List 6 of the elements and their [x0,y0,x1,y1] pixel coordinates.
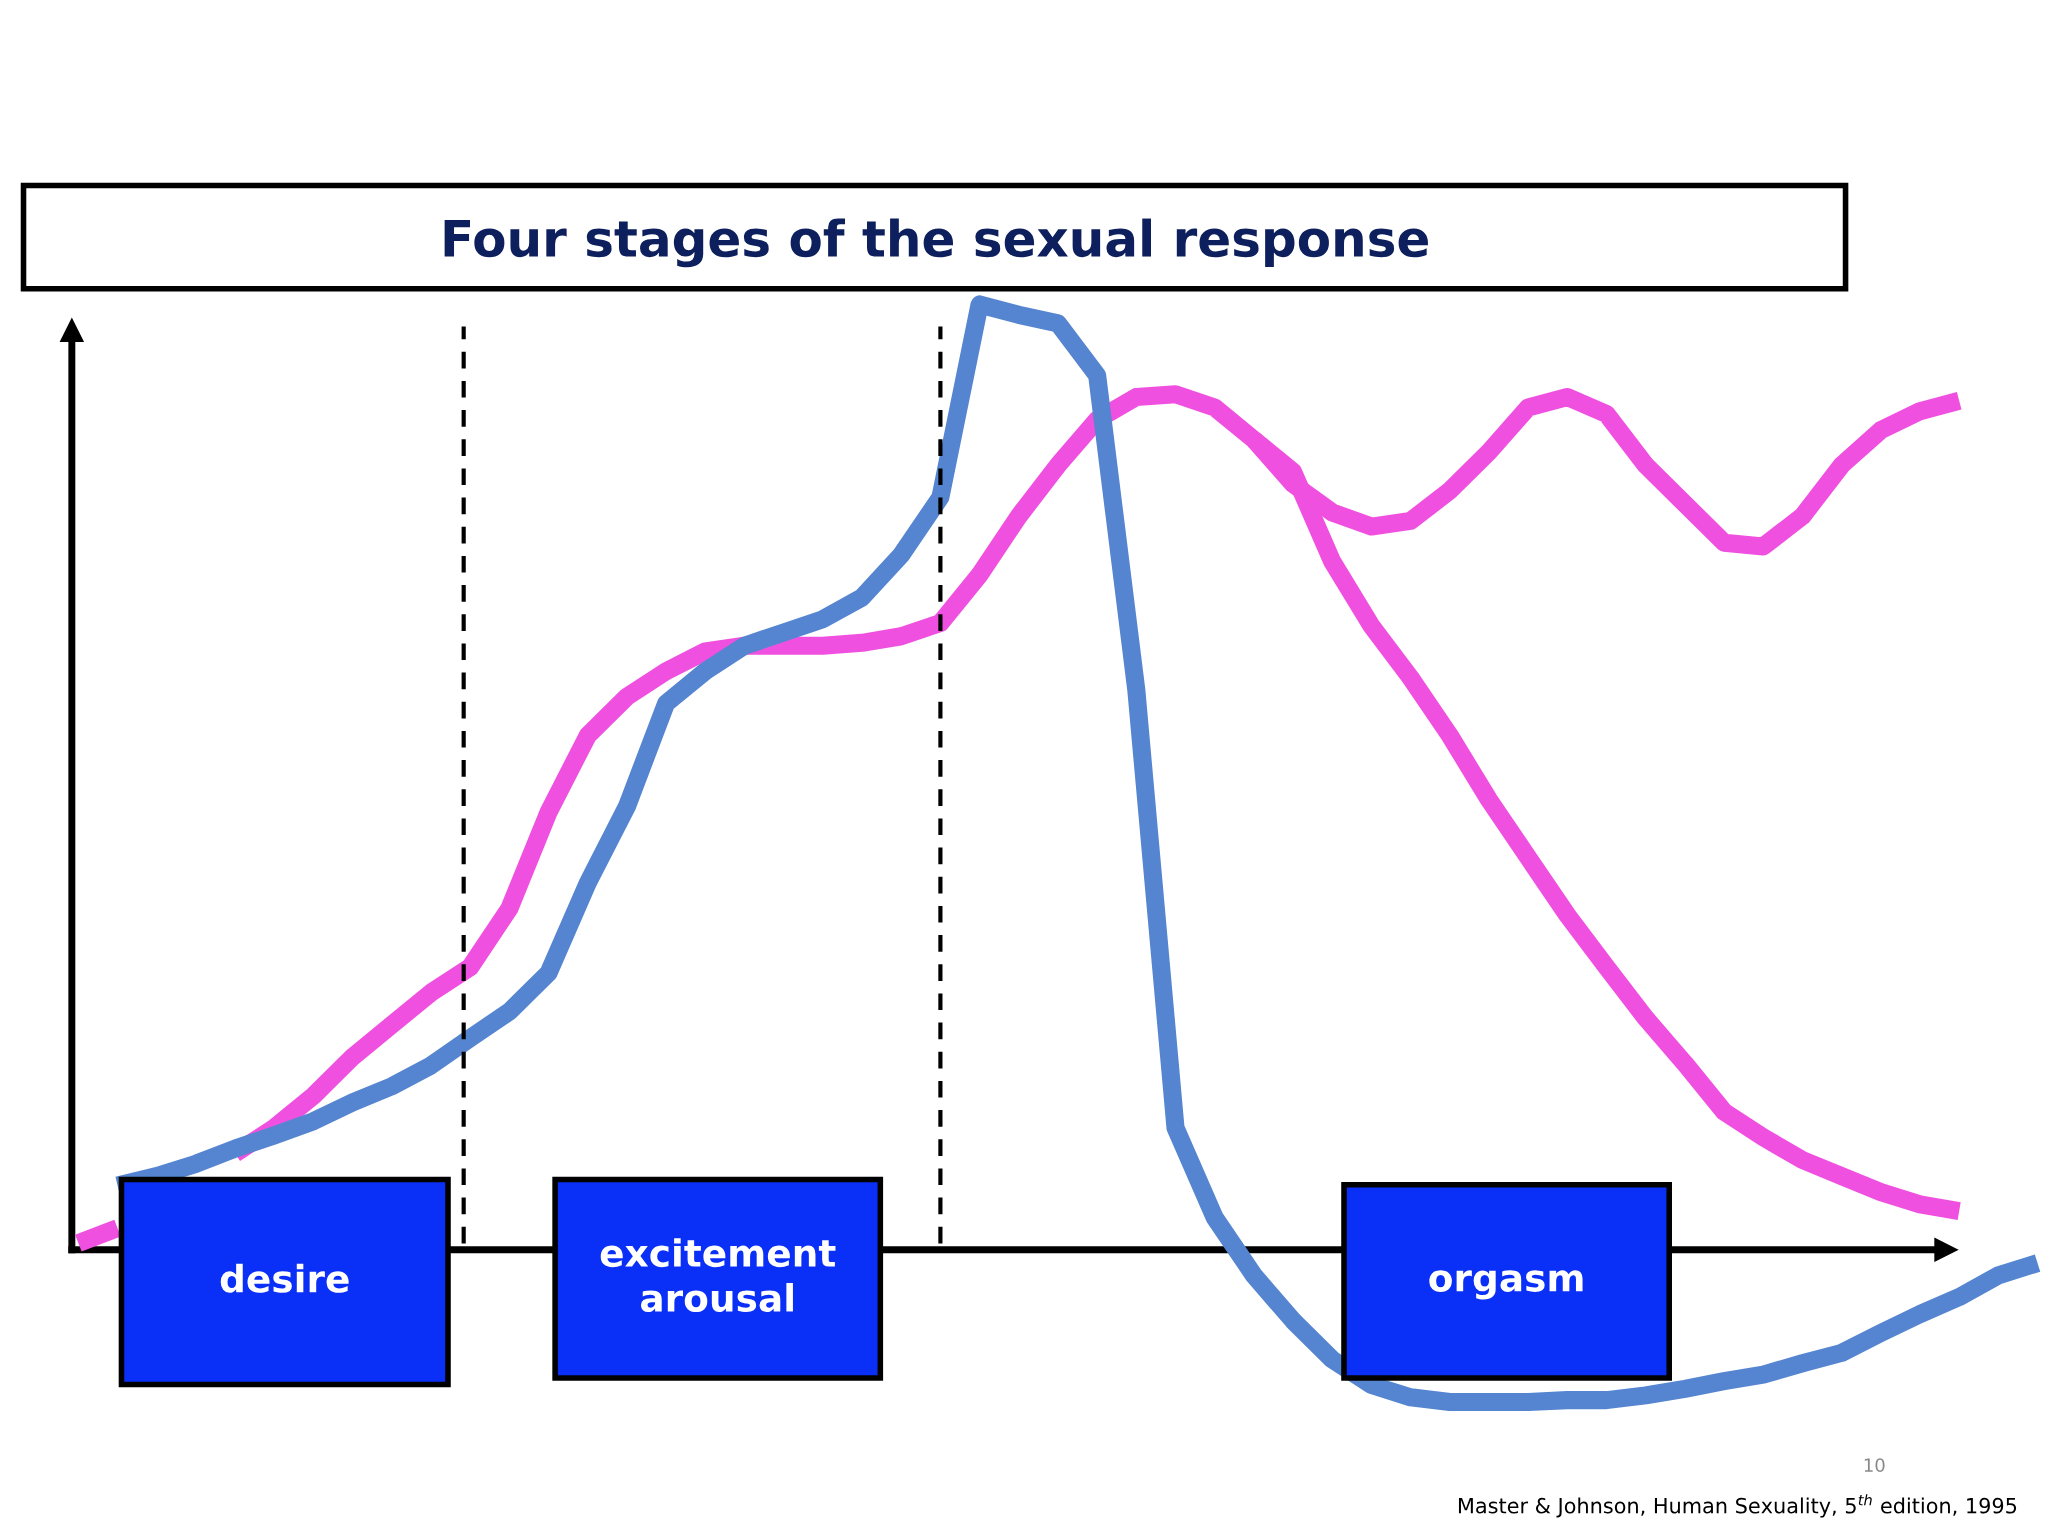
annotation: desire [220,1263,349,1293]
chart-title: Four stages of the sexual response [444,218,1428,268]
annotation: orgasm [1429,1270,1583,1300]
text: Master & Johnson, Human Sexuality, 5$^{th}$ edition, 1995 [1458,1494,2017,1518]
text: 10 [1864,1458,1885,1473]
annotation: excitement arousal [600,1238,836,1312]
